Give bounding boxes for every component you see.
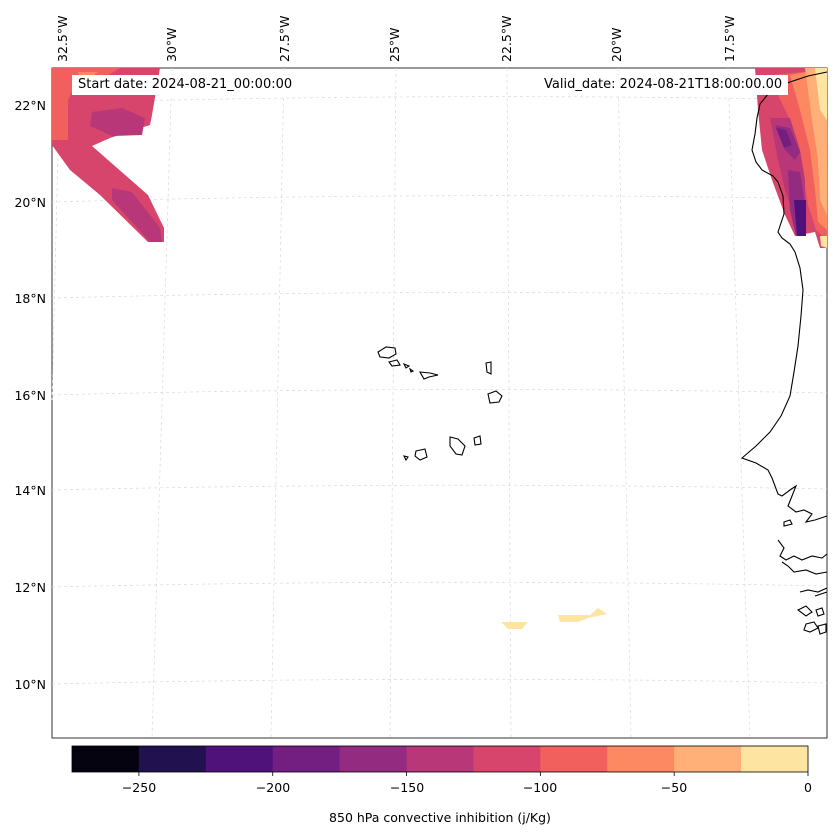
cape-verde-islands [377,346,503,462]
colorbar-segments [72,746,809,772]
africa-coastline [740,71,828,635]
colorbar-ticks [138,772,809,776]
colorbar-tick-label-neg200: −200 [256,780,290,795]
valid-date-label: Valid_date: 2024-08-21T18:00:00.00 [538,75,789,95]
latitude-labels: 22°N 20°N 18°N 16°N 14°N 12°N 10°N [14,98,46,692]
colorbar-tick-label-neg100: −100 [523,780,557,795]
lon-label-30w: 30°W [164,27,179,62]
colorbar-tick-label-neg250: −250 [122,780,156,795]
colorbar-tick-label-neg150: −150 [390,780,424,795]
lat-label-22n: 22°N [14,98,46,113]
colorbar-segment [339,746,408,772]
colorbar-segment [473,746,541,772]
lat-label-20n: 20°N [14,195,46,210]
colorbar-segment [674,746,742,772]
colorbar-tick-label-0: 0 [804,780,812,795]
longitude-labels: 32.5°W 30°W 27.5°W 25°W 22.5°W 20°W 17.5… [55,16,737,62]
lat-label-10n: 10°N [14,677,46,692]
map-frame [51,67,828,739]
colorbar-segment [607,746,675,772]
lon-label-22-5w: 22.5°W [499,16,514,62]
cin-field-south [501,608,607,629]
colorbar-segment [406,746,474,772]
lon-label-27-5w: 27.5°W [277,16,292,62]
colorbar-outline [71,745,809,773]
colorbar-segment [540,746,608,772]
colorbar-segment [138,746,207,772]
lon-label-32-5w: 32.5°W [55,16,70,62]
lon-label-20w: 20°W [609,27,624,62]
cin-field-northeast [755,68,827,248]
colorbar-label: 850 hPa convective inhibition (j/Kg) [329,810,551,825]
start-date-label: Start date: 2024-08-21_00:00:00 [72,75,299,95]
lat-label-12n: 12°N [14,580,46,595]
colorbar: −250 −200 −150 −100 −50 0 850 hPa convec… [71,745,812,825]
lat-label-14n: 14°N [14,483,46,498]
lon-label-17-5w: 17.5°W [722,16,737,62]
lat-label-16n: 16°N [14,388,46,403]
colorbar-segment [741,746,809,772]
colorbar-segment [205,746,274,772]
lon-label-25w: 25°W [387,27,402,62]
colorbar-tick-label-neg50: −50 [661,780,687,795]
colorbar-segment [272,746,341,772]
lat-label-18n: 18°N [14,291,46,306]
colorbar-segment [72,746,140,772]
